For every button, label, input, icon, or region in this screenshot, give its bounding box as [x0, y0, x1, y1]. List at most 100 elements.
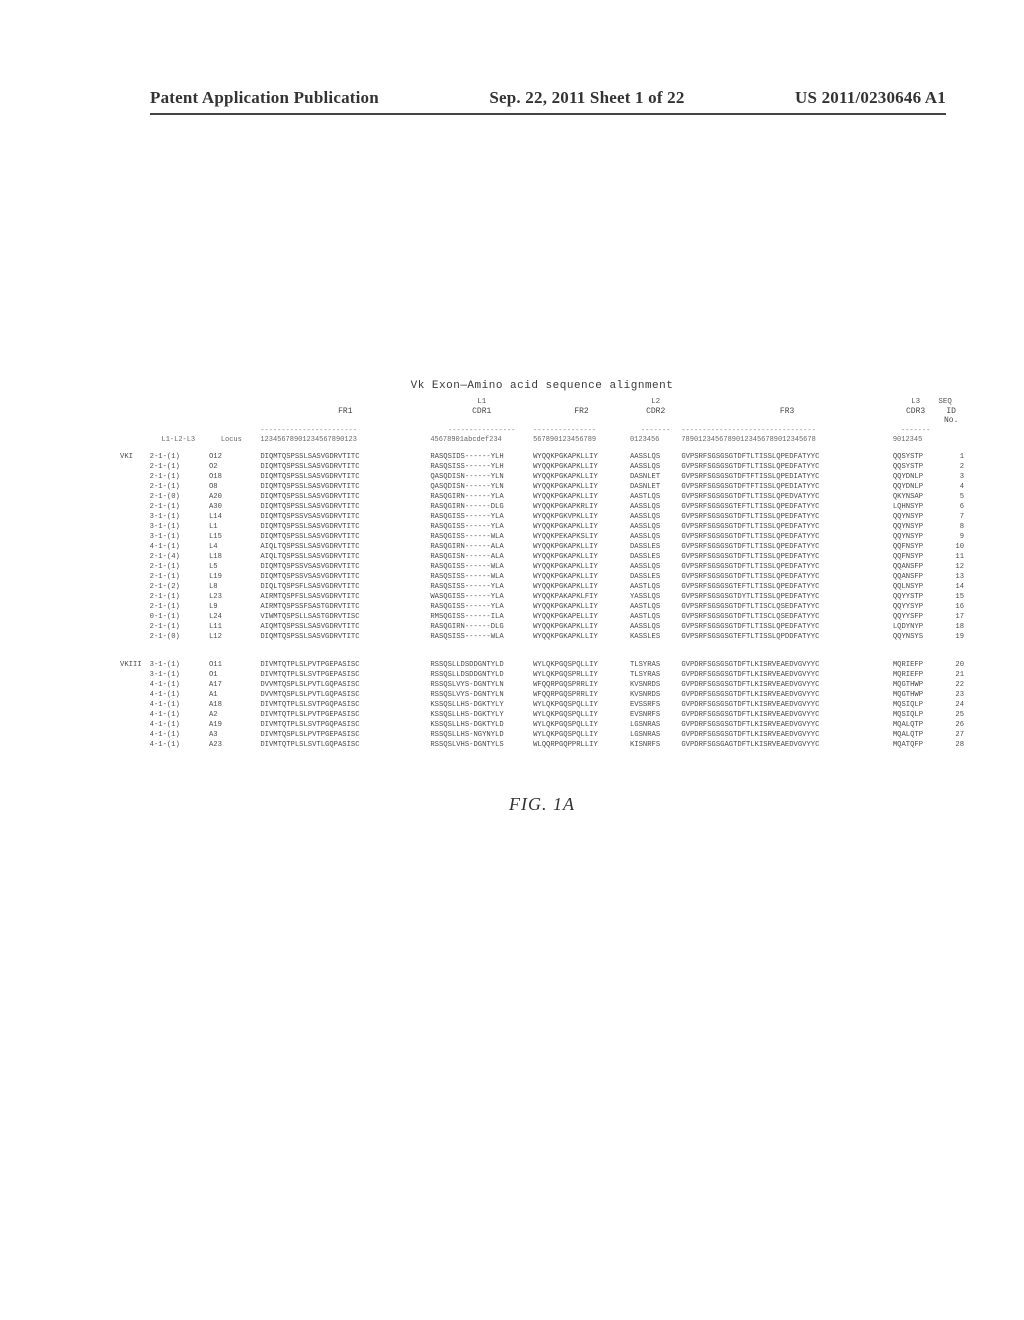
row-fr2: WYQQKPGKAPKLLIY — [533, 562, 630, 572]
sequence-row: 2-1-(0)L12DIQMTQSPSSLSASVGDRVTITCRASQSIS… — [120, 632, 964, 642]
sequence-row: 4-1-(1)A18DIVMTQTPLSLSVTPGQPASISCKSSQSLL… — [120, 700, 964, 710]
row-fr2: WYQQKPGKAPKRLIY — [533, 502, 630, 512]
row-cdr3: QQYDNLP — [893, 482, 938, 492]
row-id: 2-1-(1) — [150, 572, 209, 582]
row-fr3: GVPSRFSGSGSGTDFTFTISSLQPEDIATYYC — [681, 482, 893, 492]
row-id: 4-1-(1) — [150, 700, 209, 710]
row-fr3: GVPSRFSGSGSGTDFTLTISCLQSEDFATYYC — [681, 602, 893, 612]
row-fr2: WYLQKPGQSPRLLIY — [533, 670, 630, 680]
row-cdr1: RASQGISS------WLA — [430, 562, 533, 572]
row-cdr2: DASNLET — [630, 472, 681, 482]
row-fr3: GVPSRFSGSGSGTDFTLTISSLQPEDFATYYC — [681, 552, 893, 562]
group-label — [120, 612, 150, 622]
row-fr2: WYQQKPGKAPKLLIY — [533, 472, 630, 482]
row-id: 2-1-(4) — [150, 552, 209, 562]
row-cdr3: QQLNSYP — [893, 582, 938, 592]
figure-caption: FIG. 1A — [120, 794, 964, 815]
row-locus: A30 — [209, 502, 260, 512]
row-fr3: GVPSRFSGSGSGTDYTLTISSLQPEDFATYYC — [681, 592, 893, 602]
row-fr3: GVPDRFSGSGAGTDFTLKISRVEAEDVGVYYC — [681, 740, 893, 750]
row-seq: 25 — [938, 710, 964, 720]
group-label — [120, 582, 150, 592]
row-cdr1: RMSQGISS------ILA — [430, 612, 533, 622]
row-seq: 7 — [938, 512, 964, 522]
date-sheet: Sep. 22, 2011 Sheet 1 of 22 — [489, 88, 684, 108]
seq-head-top: SEQ — [938, 398, 964, 406]
row-fr2: WYLQKPGQSPQLLIY — [533, 710, 630, 720]
row-cdr3: QQYYSYP — [893, 602, 938, 612]
row-cdr1: RASQGISS------WLA — [430, 532, 533, 542]
row-fr3: GVPSRFSGSGSGTDFTLTISSLQPEDFATYYC — [681, 622, 893, 632]
row-fr2: WLQQRPGQPPRLLIY — [533, 740, 630, 750]
ruler-id: L1-L2-L3 — [162, 436, 221, 444]
row-seq: 21 — [938, 670, 964, 680]
row-cdr3: QQANSFP — [893, 572, 938, 582]
pub-number: US 2011/0230646 A1 — [795, 88, 946, 108]
row-cdr3: MQALQTP — [893, 730, 938, 740]
row-fr2: WYQQKPGKVPKLLIY — [533, 512, 630, 522]
group-label — [120, 562, 150, 572]
row-id: 0-1-(1) — [150, 612, 209, 622]
row-cdr3: QKYNSAP — [893, 492, 938, 502]
row-id: 2-1-(2) — [150, 582, 209, 592]
row-cdr3: QQYDNLP — [893, 472, 938, 482]
row-cdr1: RASQGIRN------YLA — [430, 492, 533, 502]
ruler-locus: Locus — [221, 436, 261, 444]
row-cdr3: QQYNSYP — [893, 532, 938, 542]
row-id: 3-1-(1) — [150, 670, 209, 680]
row-cdr3: QQSYSTP — [893, 452, 938, 462]
row-locus: L9 — [209, 602, 260, 612]
group-label — [120, 462, 150, 472]
row-cdr2: DASSLES — [630, 542, 681, 552]
row-fr1: DIVMTQTPLSLSVTPGEPASISC — [260, 670, 430, 680]
figure-title: Vk Exon—Amino acid sequence alignment — [120, 380, 964, 392]
row-fr1: DIQMTQSPSSVSASVGDRVTITC — [260, 572, 430, 582]
row-cdr2: LGSNRAS — [630, 730, 681, 740]
row-fr1: DIQMTQSPSSLSASVGDRVTITC — [260, 492, 430, 502]
row-seq: 22 — [938, 680, 964, 690]
row-cdr1: RASQSISS------YLA — [430, 582, 533, 592]
row-fr3: GVPSRFSGSGSGTDFTLTISSLQPEDFATYYC — [681, 562, 893, 572]
row-cdr1: RASQSIDS------YLH — [430, 452, 533, 462]
row-locus: A3 — [209, 730, 260, 740]
group-label: VKIII — [120, 660, 150, 670]
page-header: Patent Application Publication Sep. 22, … — [0, 88, 1024, 108]
row-id: 4-1-(1) — [150, 542, 209, 552]
sequence-row: 0-1-(1)L24VIWMTQSPSLLSASTGDRVTISCRMSQGIS… — [120, 612, 964, 622]
row-id: 2-1-(1) — [150, 592, 209, 602]
row-cdr1: WASQGISS------YLA — [430, 592, 533, 602]
row-cdr1: RSSQSLVHS-DGNTYLS — [430, 740, 533, 750]
row-cdr1: RASQGISS------YLA — [430, 602, 533, 612]
row-id: 4-1-(1) — [150, 690, 209, 700]
group-label — [120, 622, 150, 632]
row-seq: 2 — [938, 462, 964, 472]
sequence-row: 3-1-(1)O1DIVMTQTPLSLSVTPGEPASISCRSSQSLLD… — [120, 670, 964, 680]
row-fr1: DIVMTQSPLSLPVTPGEPASISC — [260, 730, 430, 740]
row-locus: L11 — [209, 622, 260, 632]
row-fr3: GVPSRFSGSGSGTEFTLTISSLQPEDFATYYC — [681, 582, 893, 592]
dash-row: ----------------------- ----------------… — [120, 427, 964, 435]
group-label — [120, 472, 150, 482]
sequence-row: 4-1-(1)A3DIVMTQSPLSLPVTPGEPASISCRSSQSLLH… — [120, 730, 964, 740]
row-locus: L19 — [209, 572, 260, 582]
row-cdr3: QQYYSTP — [893, 592, 938, 602]
row-fr1: DIQMTQSPSSLSASVGDRVTITC — [260, 482, 430, 492]
row-fr1: DIQMTQSPSSLSASVGDRVTITC — [260, 532, 430, 542]
row-locus: A19 — [209, 720, 260, 730]
group-label — [120, 700, 150, 710]
sequence-row: 2-1-(1)L19DIQMTQSPSSVSASVGDRVTITCRASQSIS… — [120, 572, 964, 582]
row-cdr1: RSSQSLLHS-NGYNYLD — [430, 730, 533, 740]
row-cdr2: AASTLQS — [630, 602, 681, 612]
row-cdr3: LQHNSYP — [893, 502, 938, 512]
row-fr1: DIQMTQSPSSVSASVGDRVTITC — [260, 562, 430, 572]
col-fr3: FR3 — [681, 407, 893, 425]
row-fr3: GVPDRFSGSGSGTDFTLKISRVEAEDVGVYYC — [681, 680, 893, 690]
row-fr3: GVPDRFSGSGSGTDFTLKISRVEAEDVGVYYC — [681, 660, 893, 670]
col-cdr1: CDR1 — [430, 407, 533, 425]
sequence-row: 2-1-(0)A20DIQMTQSPSSLSASVGDRVTITCRASQGIR… — [120, 492, 964, 502]
group-label — [120, 730, 150, 740]
row-fr1: DIVMTQTPLSLPVTPGEPASISC — [260, 710, 430, 720]
row-locus: O11 — [209, 660, 260, 670]
row-cdr3: MQSIQLP — [893, 710, 938, 720]
ruler-cdr2: 0123456 — [630, 436, 681, 444]
